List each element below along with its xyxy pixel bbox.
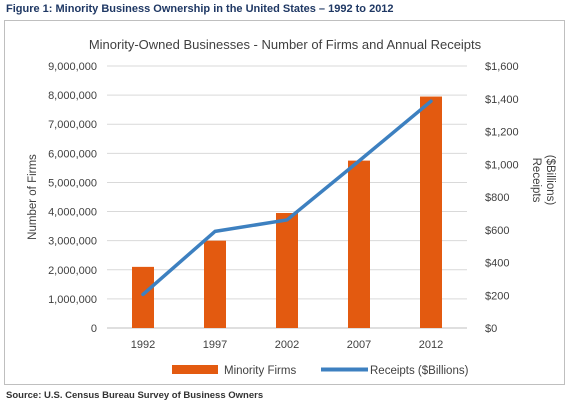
bar-2002 bbox=[276, 213, 298, 328]
y2-tick-label: $400 bbox=[485, 258, 509, 270]
x-tick-label: 2007 bbox=[347, 339, 371, 351]
y-tick-label: 0 bbox=[91, 323, 97, 335]
y2-axis-label-line1: Receipts bbox=[530, 158, 542, 203]
y-tick-label: 8,000,000 bbox=[48, 90, 97, 102]
y-tick-label: 2,000,000 bbox=[48, 265, 97, 277]
y2-tick-label: $1,400 bbox=[485, 94, 519, 106]
left-axis-ticks: 0 1,000,000 2,000,000 3,000,000 4,000,000 5,0… bbox=[48, 61, 97, 335]
chart-title: Minority-Owned Businesses - Number of Fi… bbox=[89, 37, 482, 52]
y2-tick-label: $0 bbox=[485, 323, 497, 335]
y-tick-label: 3,000,000 bbox=[48, 236, 97, 248]
y-tick-label: 5,000,000 bbox=[48, 177, 97, 189]
bars bbox=[132, 96, 442, 328]
y2-tick-label: $600 bbox=[485, 225, 509, 237]
y-tick-label: 4,000,000 bbox=[48, 207, 97, 219]
y2-tick-label: $1,600 bbox=[485, 61, 519, 73]
y2-tick-label: $800 bbox=[485, 192, 509, 204]
y2-tick-label: $200 bbox=[485, 290, 509, 302]
y2-tick-label: $1,200 bbox=[485, 127, 519, 139]
source-note: Source: U.S. Census Bureau Survey of Bus… bbox=[6, 390, 264, 401]
legend-label-firms: Minority Firms bbox=[224, 365, 296, 377]
y-tick-label: 6,000,000 bbox=[48, 148, 97, 160]
y-tick-label: 1,000,000 bbox=[48, 294, 97, 306]
legend-label-receipts: Receipts ($Billions) bbox=[370, 365, 469, 377]
bar-2012 bbox=[420, 96, 442, 328]
y2-axis-label-line2: ($Billions) bbox=[544, 155, 556, 206]
right-axis-ticks: $0 $200 $400 $600 $800 $1,000 $1,200 $1,400 $1,6… bbox=[485, 61, 519, 335]
y-tick-label: 7,000,000 bbox=[48, 119, 97, 131]
bar-2007 bbox=[348, 160, 370, 328]
x-tick-label: 1992 bbox=[131, 339, 155, 351]
x-tick-label: 2002 bbox=[275, 339, 299, 351]
y2-tick-label: $1,000 bbox=[485, 159, 519, 171]
x-tick-label: 2012 bbox=[419, 339, 443, 351]
y-axis-label: Number of Firms bbox=[27, 154, 39, 240]
bar-1992 bbox=[132, 266, 154, 328]
x-tick-label: 1997 bbox=[203, 339, 227, 351]
y-tick-label: 9,000,000 bbox=[48, 61, 97, 73]
receipts-line-group bbox=[141, 99, 433, 297]
figure-title: Figure 1: Minority Business Ownership in… bbox=[6, 3, 394, 15]
legend-swatch-firms bbox=[172, 365, 218, 374]
bar-1997 bbox=[204, 240, 226, 328]
x-axis-ticks: 1992 1997 2002 2007 2012 bbox=[131, 339, 443, 351]
legend: Minority Firms Receipts ($Billions) bbox=[172, 365, 469, 377]
chart-frame bbox=[4, 20, 565, 385]
